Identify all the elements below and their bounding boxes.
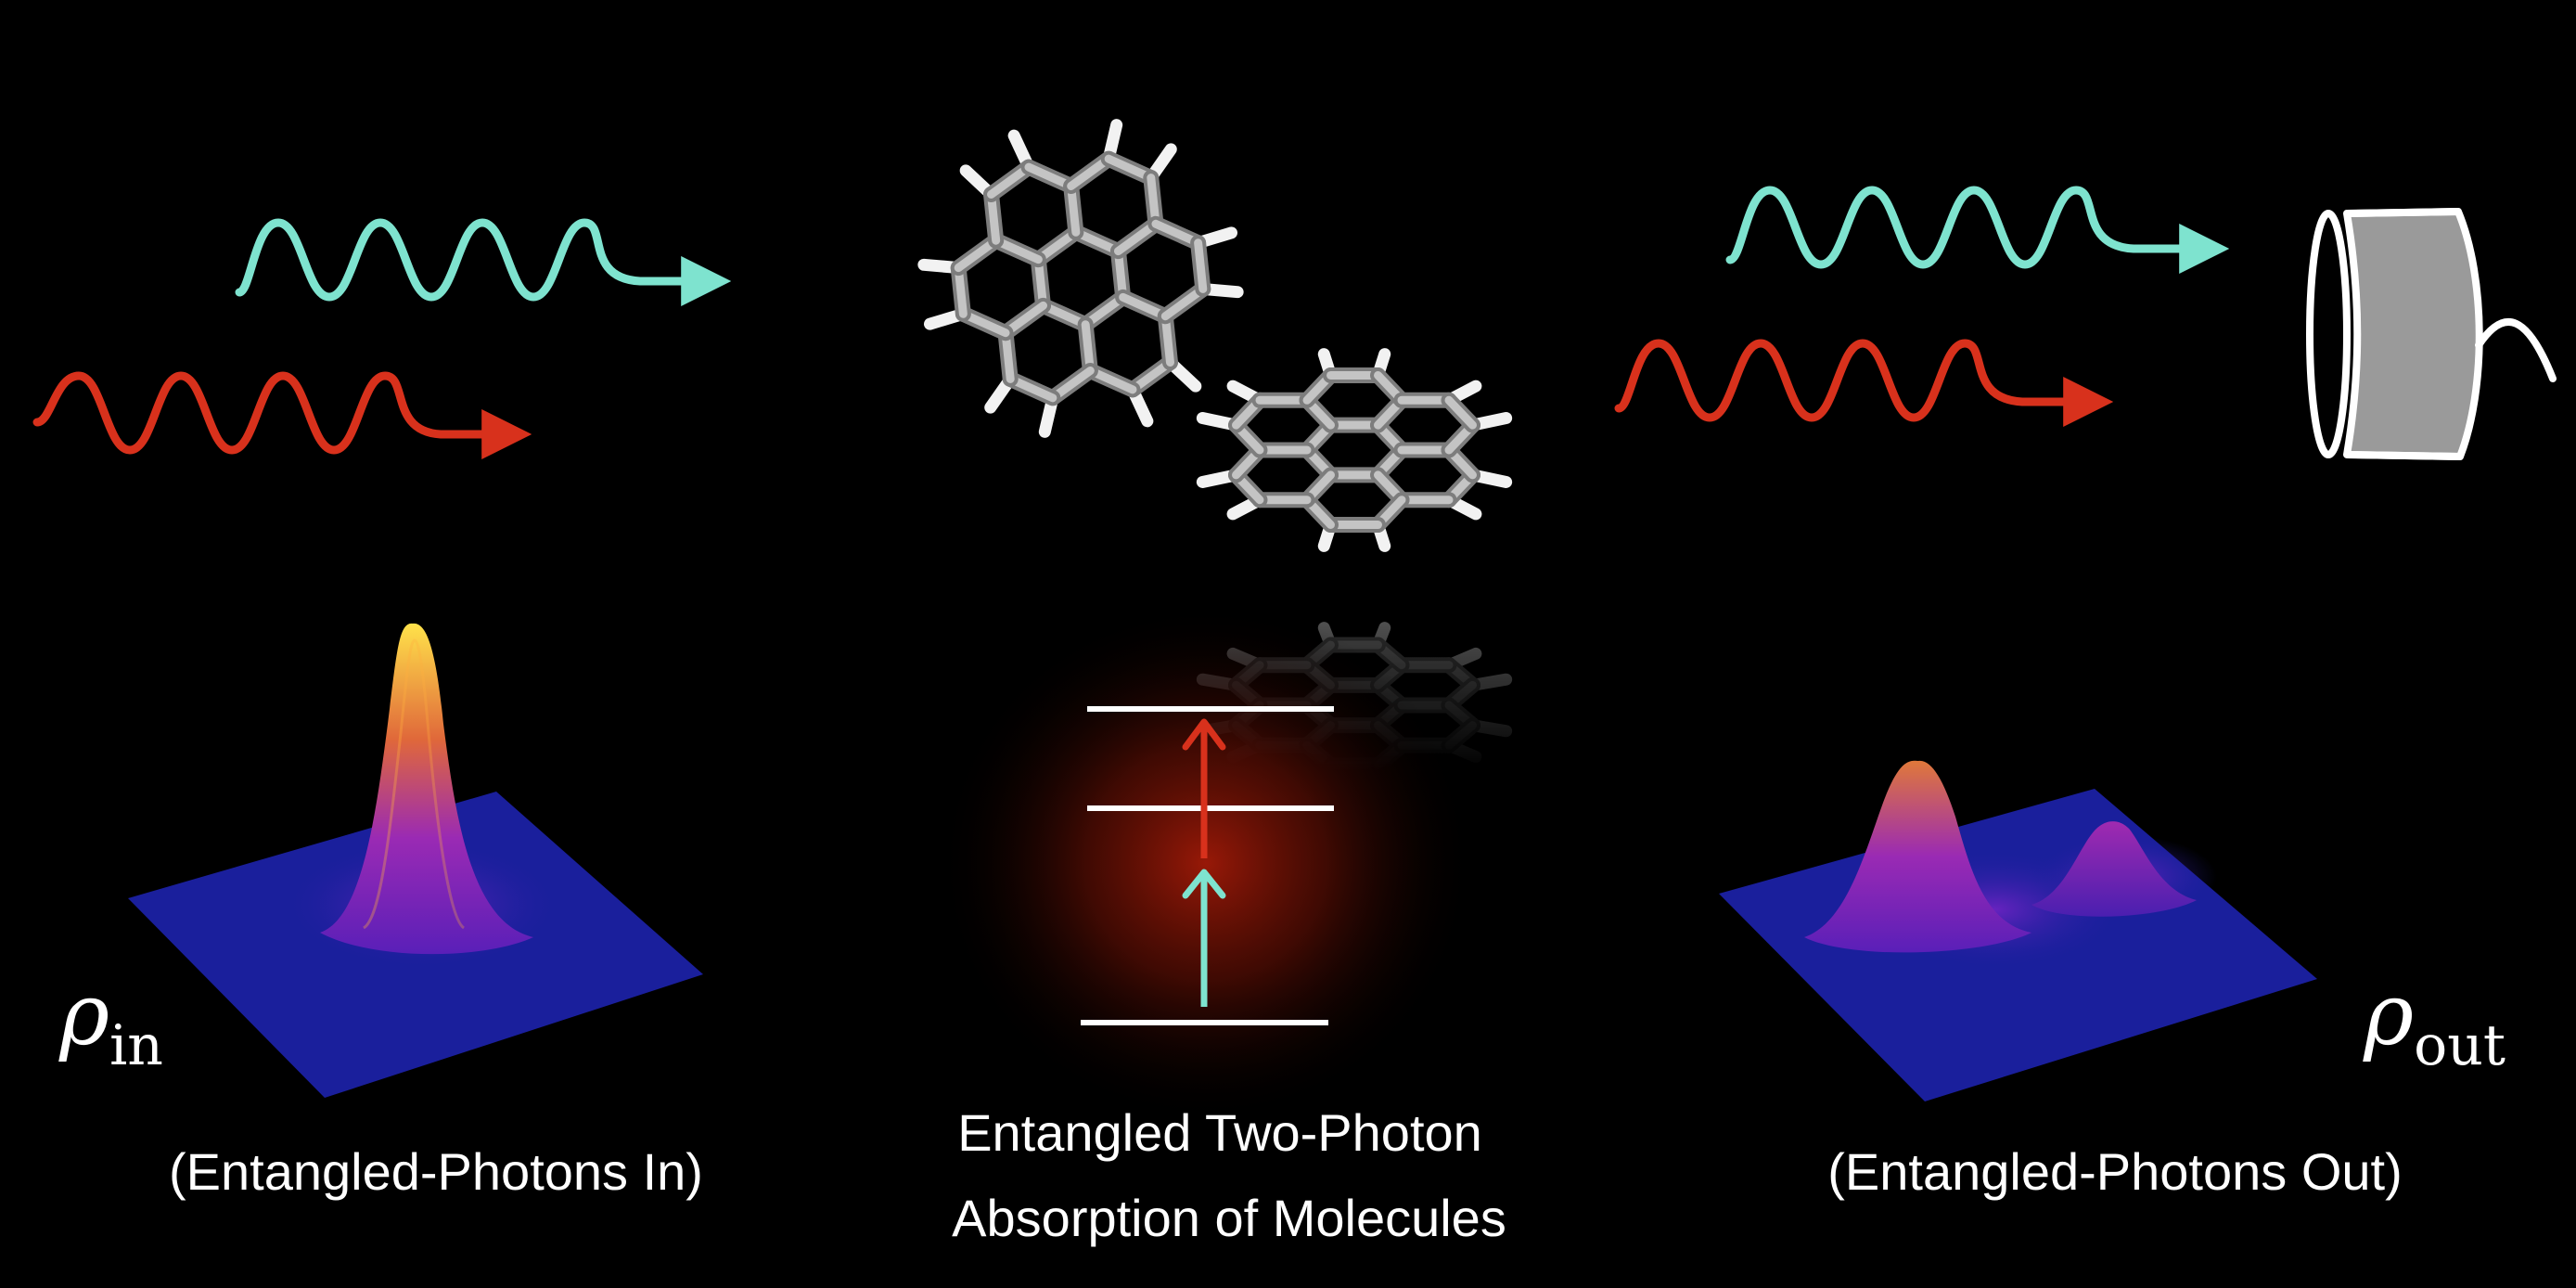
outgoing-red-photon <box>1614 339 2114 427</box>
center-caption-line1: Entangled Two-Photon <box>957 1103 1482 1162</box>
photon-wave-icon <box>1614 339 2114 427</box>
output-density-peak-secondary <box>2031 821 2197 917</box>
output-density-surface <box>1719 760 2317 1101</box>
rho-symbol: ρ <box>2364 965 2415 1064</box>
incoming-cyan-photon <box>235 218 732 306</box>
molecule-icon <box>1196 348 1513 552</box>
rho-symbol: ρ <box>59 965 110 1064</box>
red-excitation-arrow <box>1182 718 1226 858</box>
photon-wave-icon <box>235 218 732 306</box>
rho-in-label: ρin <box>59 965 163 1078</box>
rho-subscript: out <box>2414 1013 2506 1078</box>
input-density-peak <box>320 623 533 955</box>
input-density-surface <box>128 623 703 1098</box>
detector-icon <box>2306 208 2557 460</box>
molecule-icon <box>917 119 1244 438</box>
right-caption: (Entangled-Photons Out) <box>1827 1142 2403 1201</box>
energy-level-icon <box>937 603 1475 1123</box>
rho-out-label: ρout <box>2364 965 2506 1078</box>
absorption-glow <box>937 603 1475 1123</box>
incoming-red-photon <box>32 371 532 459</box>
carbon-bond <box>1444 395 1477 430</box>
photon-wave-icon <box>32 371 532 459</box>
left-caption: (Entangled-Photons In) <box>169 1142 703 1201</box>
photon-wave-icon <box>1725 186 2230 274</box>
carbon-bond <box>1444 721 1477 750</box>
rho-subscript: in <box>109 1013 163 1078</box>
output-density-peak-primary <box>1804 760 2031 953</box>
outgoing-cyan-photon <box>1725 186 2230 274</box>
carbon-bond <box>1194 238 1208 293</box>
cyan-excitation-arrow <box>1182 869 1226 1007</box>
center-caption-line2: Absorption of Molecules <box>952 1189 1506 1247</box>
